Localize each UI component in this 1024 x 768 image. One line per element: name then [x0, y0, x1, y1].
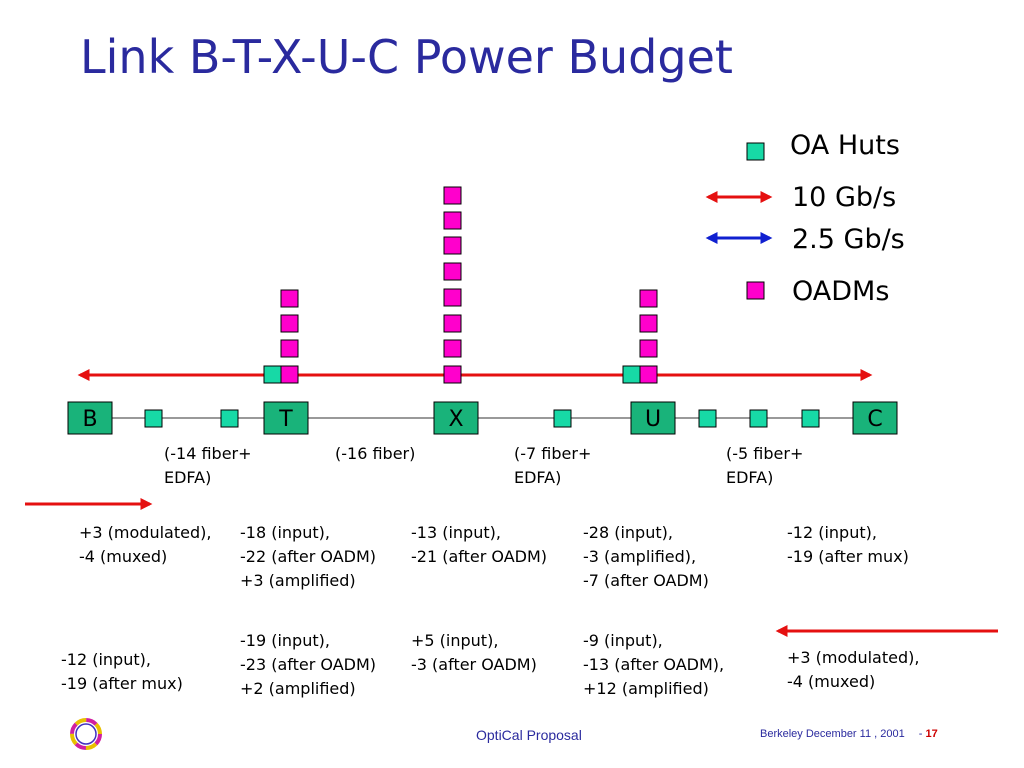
- node-label: C: [867, 407, 882, 432]
- oa-hut-icon: [220, 409, 239, 428]
- forward-power-x: -13 (input), -21 (after OADM): [411, 523, 548, 566]
- legend-oadm-icon: [746, 281, 765, 300]
- footer-info: Berkeley December 11 , 2001 - 17: [760, 728, 938, 740]
- node-x: X: [433, 401, 479, 435]
- node-label: U: [645, 407, 661, 432]
- oadm-icon: [639, 365, 658, 384]
- legend-2-5g-label: 2.5 Gb/s: [792, 224, 905, 255]
- oa-hut-icon: [622, 365, 641, 384]
- oa-hut-icon: [749, 409, 768, 428]
- legend-oa-hut-icon: [746, 142, 765, 161]
- reverse-power-t: -19 (input), -23 (after OADM) +2 (amplif…: [240, 631, 377, 698]
- oadm-stack-u: [639, 289, 658, 384]
- oadm-icon: [639, 339, 658, 358]
- page-prefix: -: [918, 728, 923, 740]
- node-c: C: [852, 401, 898, 435]
- oa-hut-icon: [553, 409, 572, 428]
- oadm-icon: [280, 314, 299, 333]
- oa-hut-icon: [801, 409, 820, 428]
- forward-power-u: -28 (input), -3 (amplified), -7 (after O…: [583, 523, 709, 590]
- node-u: U: [630, 401, 676, 435]
- forward-power-b: +3 (modulated), -4 (muxed): [79, 523, 212, 566]
- oadm-icon: [280, 339, 299, 358]
- oadm-icon: [639, 289, 658, 308]
- node-label: B: [82, 407, 97, 432]
- node-t: T: [263, 401, 309, 435]
- footer-date: Berkeley December 11 , 2001: [760, 728, 905, 740]
- oa-hut-icon: [144, 409, 163, 428]
- reverse-power-x: +5 (input), -3 (after OADM): [411, 631, 537, 674]
- oa-hut-icon: [263, 365, 282, 384]
- oadm-stack-t: [280, 289, 299, 384]
- slide-title: Link B-T-X-U-C Power Budget: [80, 30, 733, 84]
- oadm-icon: [443, 314, 462, 333]
- span-loss-u-c: (-5 fiber+ EDFA): [726, 444, 804, 487]
- oadm-icon: [443, 365, 462, 384]
- span-loss-b-t: (-14 fiber+ EDFA): [164, 444, 252, 487]
- oadm-icon: [443, 262, 462, 281]
- reverse-power-c: +3 (modulated), -4 (muxed): [787, 648, 920, 691]
- oadm-icon: [443, 288, 462, 307]
- oadm-icon: [443, 211, 462, 230]
- node-b: B: [67, 401, 113, 435]
- page-number: 17: [925, 728, 938, 740]
- oadm-icon: [639, 314, 658, 333]
- forward-power-t: -18 (input), -22 (after OADM) +3 (amplif…: [240, 523, 377, 590]
- optical-logo: [70, 718, 102, 750]
- reverse-power-b: -12 (input), -19 (after mux): [61, 650, 183, 693]
- oadm-icon: [443, 339, 462, 358]
- legend-10g-label: 10 Gb/s: [792, 182, 897, 213]
- node-label: X: [448, 407, 463, 432]
- oadm-icon: [280, 365, 299, 384]
- footer-title: OptiCal Proposal: [476, 727, 582, 743]
- oa-hut-icon: [698, 409, 717, 428]
- legend-oadms-label: OADMs: [792, 276, 890, 307]
- oadm-icon: [280, 289, 299, 308]
- forward-power-c: -12 (input), -19 (after mux): [787, 523, 909, 566]
- node-label: T: [278, 407, 293, 432]
- oadm-icon: [443, 186, 462, 205]
- legend-oa-huts-label: OA Huts: [790, 130, 900, 161]
- oadm-stack-x: [443, 186, 462, 384]
- span-loss-x-u: (-7 fiber+ EDFA): [514, 444, 592, 487]
- reverse-power-u: -9 (input), -13 (after OADM), +12 (ampli…: [583, 631, 725, 698]
- oadm-icon: [443, 236, 462, 255]
- span-loss-t-x: (-16 fiber): [335, 444, 416, 463]
